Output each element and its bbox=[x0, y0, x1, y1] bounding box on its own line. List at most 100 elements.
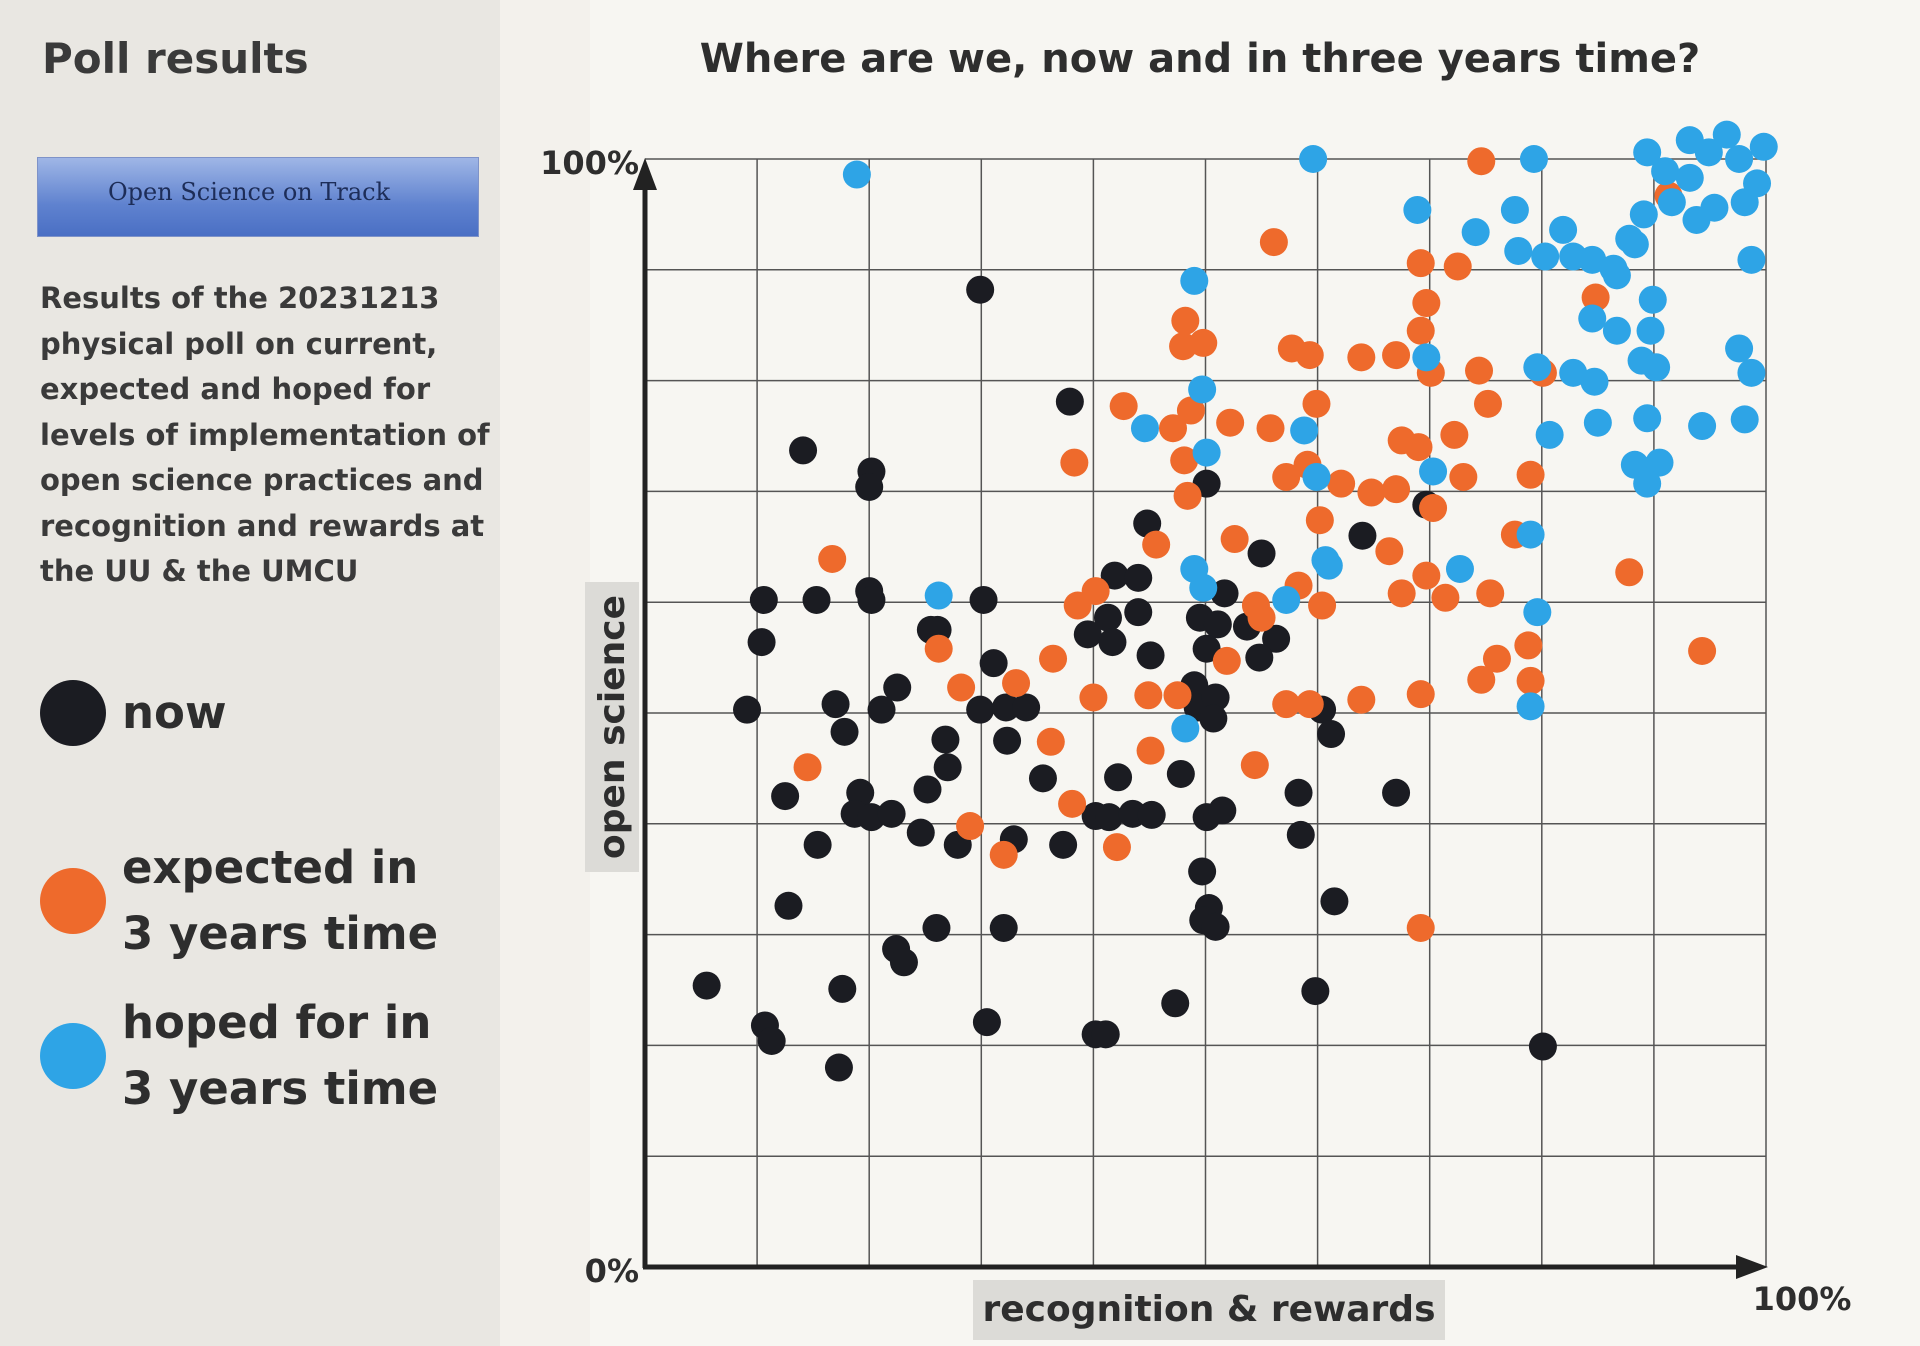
point bbox=[1461, 218, 1490, 247]
point bbox=[979, 649, 1008, 678]
point bbox=[1203, 610, 1232, 639]
point bbox=[1406, 249, 1435, 278]
point bbox=[1308, 591, 1337, 620]
point bbox=[1412, 561, 1441, 590]
panel-title: Poll results bbox=[42, 34, 309, 83]
point bbox=[1247, 603, 1276, 632]
point bbox=[1176, 396, 1205, 425]
legend-label: expected in 3 years time bbox=[122, 841, 439, 960]
point bbox=[1170, 446, 1199, 475]
points bbox=[692, 120, 1778, 1082]
point bbox=[1245, 643, 1274, 672]
point bbox=[1675, 163, 1704, 192]
point bbox=[1725, 145, 1754, 173]
point bbox=[1104, 763, 1133, 792]
point bbox=[846, 778, 875, 807]
point bbox=[1171, 714, 1200, 743]
point bbox=[757, 1026, 786, 1055]
point bbox=[1730, 188, 1759, 217]
x-tick-label: 100% bbox=[1753, 1280, 1852, 1318]
point bbox=[1290, 416, 1319, 445]
point bbox=[966, 275, 995, 304]
point bbox=[1134, 681, 1163, 710]
point bbox=[1189, 328, 1218, 357]
point bbox=[1137, 800, 1166, 829]
point bbox=[1467, 147, 1496, 176]
point bbox=[1256, 414, 1285, 443]
point bbox=[1180, 266, 1209, 295]
point bbox=[1188, 857, 1217, 886]
point bbox=[1476, 579, 1505, 608]
point bbox=[1500, 195, 1529, 224]
point bbox=[733, 695, 762, 724]
point bbox=[774, 891, 803, 920]
point bbox=[947, 673, 976, 702]
point bbox=[956, 812, 985, 841]
logo-text: Open Science on Track bbox=[108, 178, 391, 206]
point bbox=[1615, 224, 1644, 253]
x-label-box bbox=[973, 1280, 1445, 1340]
point bbox=[1295, 690, 1324, 719]
point bbox=[1109, 392, 1138, 421]
point bbox=[1445, 554, 1474, 583]
point bbox=[1642, 353, 1671, 382]
point bbox=[906, 818, 935, 847]
point bbox=[1098, 628, 1127, 657]
point bbox=[1302, 462, 1331, 491]
point bbox=[1382, 475, 1411, 504]
point bbox=[1387, 579, 1416, 608]
point bbox=[922, 913, 951, 942]
point bbox=[1081, 577, 1110, 606]
point bbox=[1286, 820, 1315, 849]
point bbox=[1412, 289, 1441, 318]
point bbox=[1578, 304, 1607, 333]
point bbox=[1327, 469, 1356, 498]
point bbox=[1528, 1032, 1557, 1061]
legend-swatch bbox=[40, 680, 106, 746]
point bbox=[821, 690, 850, 719]
point bbox=[931, 725, 960, 754]
point bbox=[1272, 462, 1301, 491]
point bbox=[1314, 551, 1343, 580]
point bbox=[1473, 389, 1502, 418]
point bbox=[1055, 387, 1084, 416]
point bbox=[1357, 478, 1386, 507]
point bbox=[966, 695, 995, 724]
point bbox=[1431, 583, 1460, 612]
point bbox=[1295, 341, 1324, 370]
point bbox=[1583, 408, 1612, 437]
point bbox=[1192, 438, 1221, 467]
point bbox=[972, 1008, 1001, 1037]
point bbox=[1749, 132, 1778, 161]
point bbox=[830, 717, 859, 746]
point bbox=[991, 693, 1020, 722]
point bbox=[855, 472, 884, 501]
point bbox=[1073, 620, 1102, 649]
point bbox=[1514, 631, 1543, 660]
point bbox=[1299, 145, 1328, 173]
point bbox=[1523, 598, 1552, 627]
point bbox=[1615, 558, 1644, 587]
point bbox=[1657, 188, 1686, 217]
legend-item: hoped for in 3 years time bbox=[40, 990, 462, 1122]
point bbox=[1382, 778, 1411, 807]
point bbox=[749, 585, 778, 614]
point bbox=[1028, 764, 1057, 793]
point bbox=[1682, 205, 1711, 234]
point bbox=[857, 585, 886, 614]
point bbox=[1516, 520, 1545, 549]
side-panel: Poll results Open Science on Track Resul… bbox=[0, 0, 500, 1346]
point bbox=[913, 775, 942, 804]
point bbox=[1171, 306, 1200, 335]
point bbox=[1449, 462, 1478, 491]
legend-label: now bbox=[122, 686, 227, 739]
point bbox=[1302, 389, 1331, 418]
point bbox=[1636, 316, 1665, 345]
logo-banner: Open Science on Track bbox=[37, 157, 479, 237]
point bbox=[1093, 603, 1122, 632]
chart-title: Where are we, now and in three years tim… bbox=[700, 36, 1700, 82]
point bbox=[1091, 1020, 1120, 1049]
point bbox=[1102, 833, 1131, 862]
point bbox=[1317, 720, 1346, 749]
